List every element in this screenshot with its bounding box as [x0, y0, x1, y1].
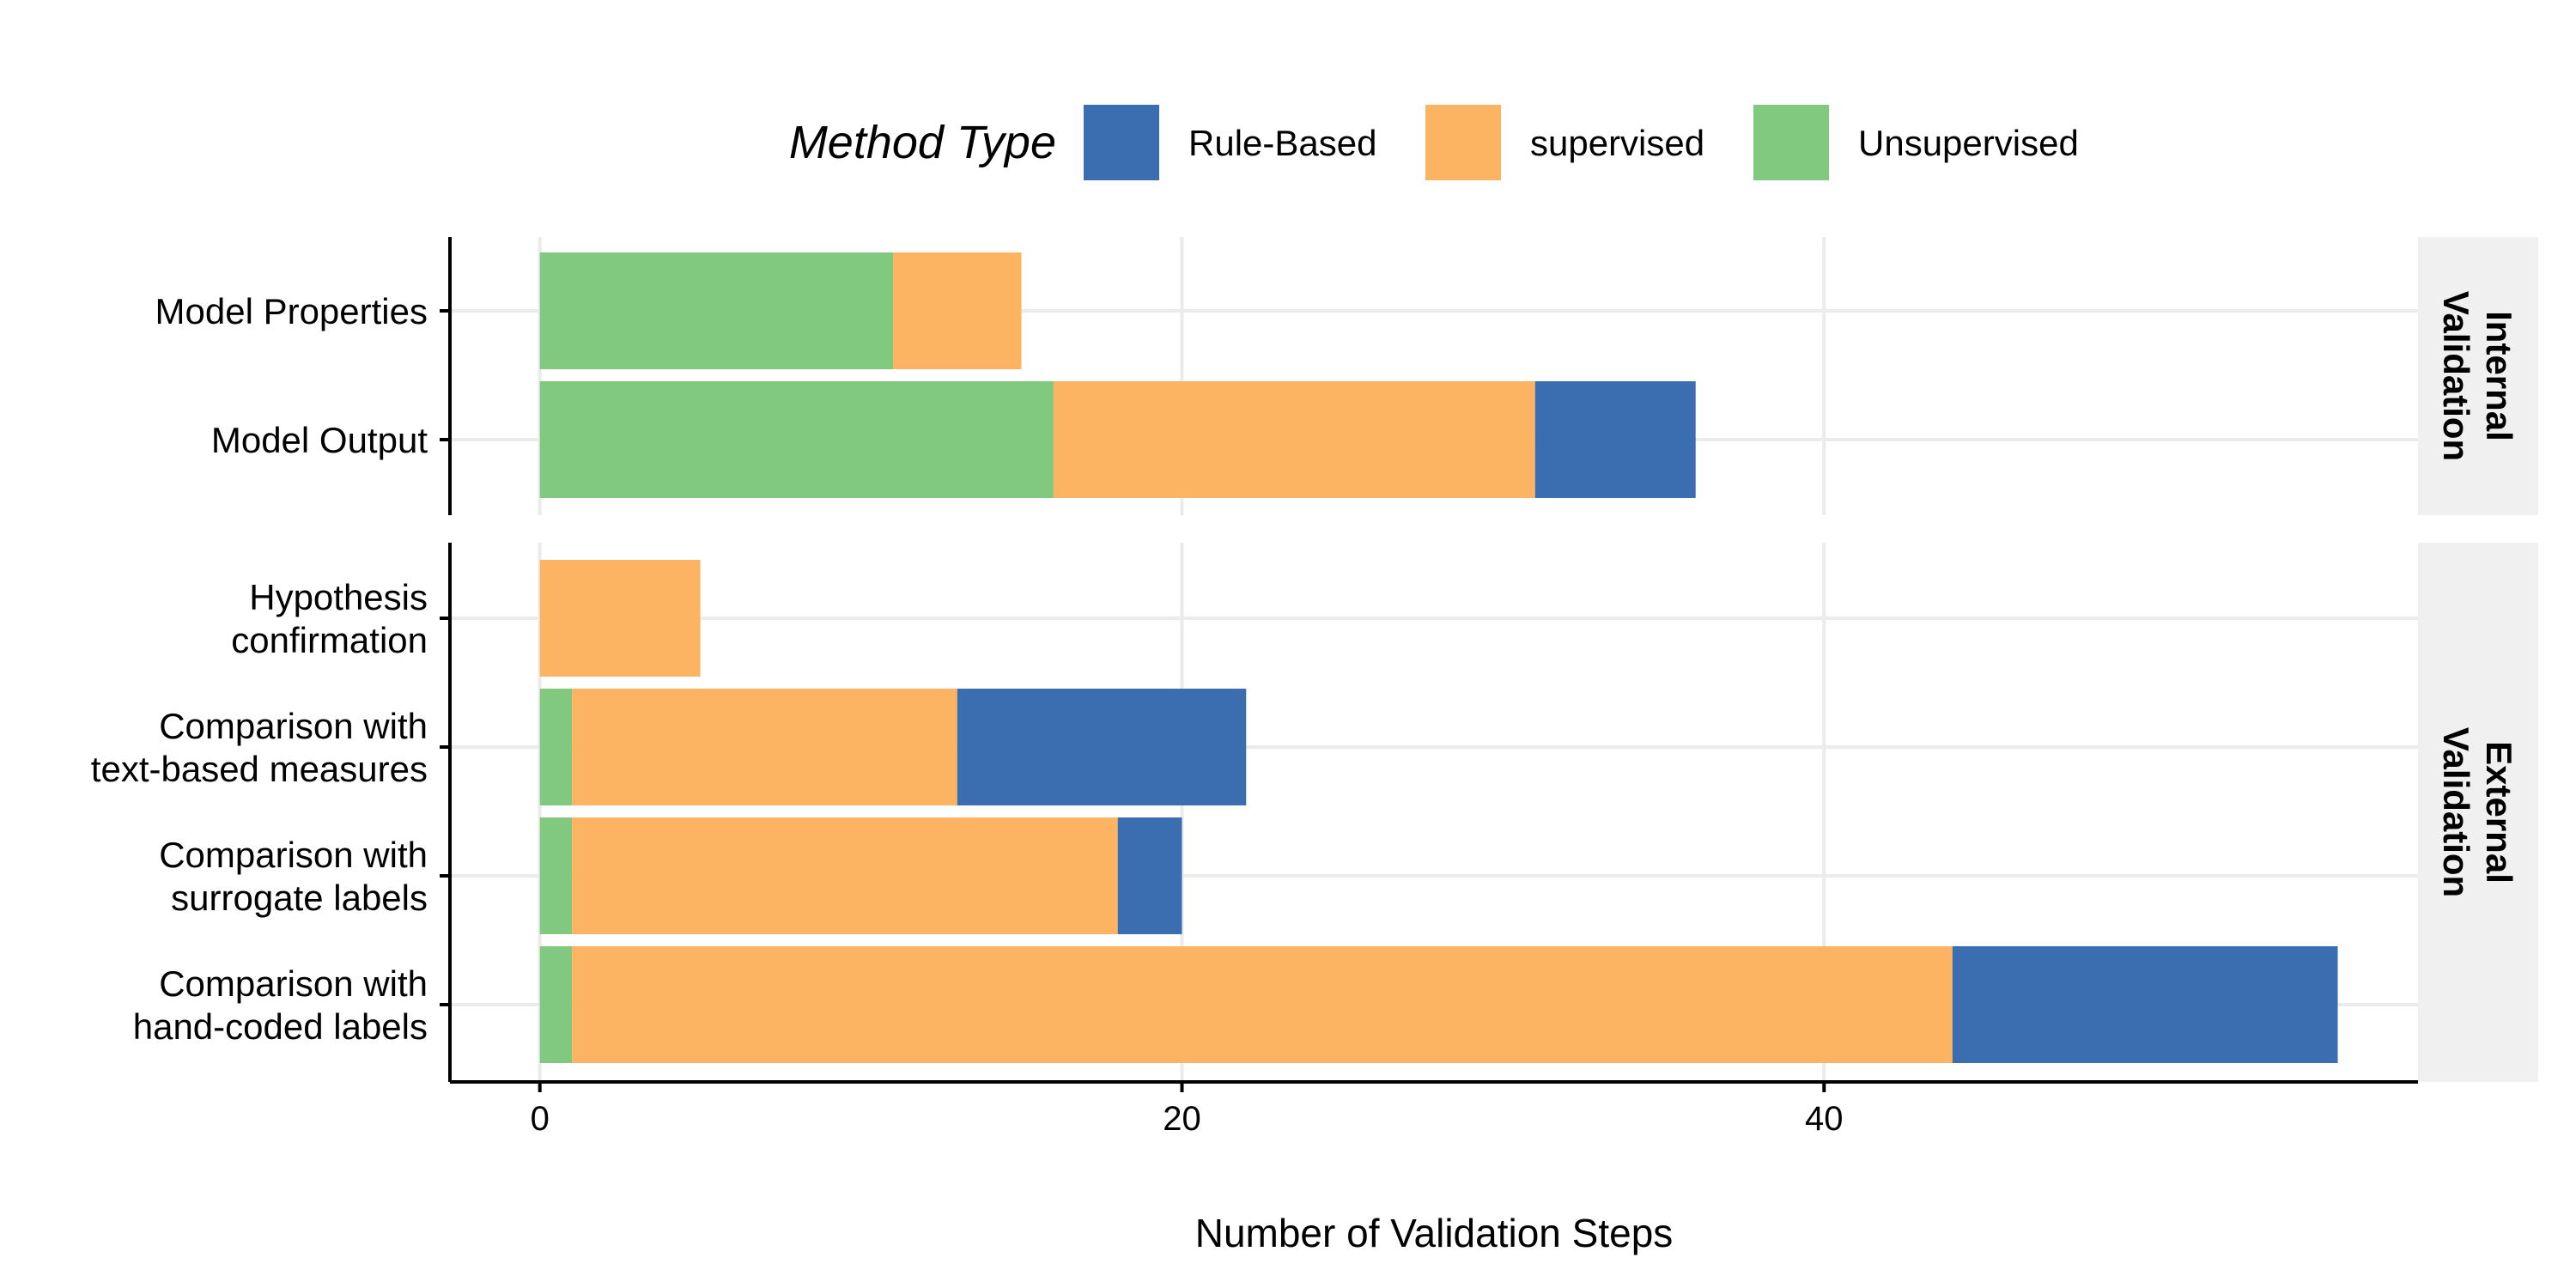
y-tick-label: Comparison with hand-coded labels: [133, 963, 428, 1047]
legend-label-rule-based: Rule-Based: [1188, 123, 1376, 163]
legend-key-supervised: [1425, 105, 1501, 180]
bar-segment-supervised-model-properties: [892, 252, 1022, 369]
legend: Method Type Rule-Based supervised Unsupervi…: [789, 105, 2079, 180]
x-tick-label: 0: [531, 1100, 550, 1138]
bar-segment-unsupervised-comparison-with-surrogate-labels: [539, 817, 573, 934]
bar-segment-supervised-comparison-with-hand-coded-labels: [572, 946, 1953, 1063]
x-axis: 0 20 40 Number of Validation Steps: [450, 1080, 2418, 1255]
chart-panels: Model Properties Model Output InternalVali…: [91, 237, 2538, 1082]
panel-2: Hypothesis confirmation Comparison with tex…: [91, 543, 2538, 1082]
facet-strip-label: ExternalValidation: [2436, 727, 2519, 897]
legend-key-rule-based: [1084, 105, 1159, 180]
facet-strip: [2418, 237, 2538, 515]
bar-segment-rule-based-comparison-with-surrogate-labels: [1117, 817, 1182, 934]
legend-key-unsupervised: [1753, 105, 1829, 180]
bar-segment-rule-based-model-output: [1534, 381, 1696, 498]
bar-segment-rule-based-comparison-with-text-based-measures: [957, 689, 1247, 805]
x-tick-label: 40: [1805, 1100, 1844, 1138]
y-tick-label: Model Properties: [155, 291, 428, 331]
y-tick-label: Model Output: [211, 420, 428, 460]
bar-segment-unsupervised-comparison-with-text-based-measures: [539, 689, 573, 805]
panel-1: Model Properties Model Output InternalVali…: [155, 237, 2538, 515]
bar-segment-unsupervised-comparison-with-hand-coded-labels: [539, 946, 573, 1063]
bar-segment-supervised-hypothesis-confirmation: [539, 560, 701, 677]
y-tick-label: Comparison with text-based measures: [91, 706, 428, 789]
legend-label-unsupervised: Unsupervised: [1858, 123, 2079, 163]
facet-strip-label: InternalValidation: [2436, 291, 2519, 461]
x-axis-title: Number of Validation Steps: [1195, 1211, 1674, 1255]
legend-title: Method Type: [789, 117, 1056, 168]
bar-segment-unsupervised-model-output: [539, 381, 1054, 498]
bar-segment-rule-based-comparison-with-hand-coded-labels: [1952, 946, 2338, 1063]
bar-segment-unsupervised-model-properties: [539, 252, 893, 369]
legend-label-supervised: supervised: [1530, 123, 1704, 163]
bar-segment-supervised-comparison-with-surrogate-labels: [572, 817, 1118, 934]
bar-segment-supervised-comparison-with-text-based-measures: [572, 689, 957, 805]
x-tick-label: 20: [1163, 1100, 1201, 1138]
facet-strip: [2418, 543, 2538, 1082]
y-tick-label: Comparison with surrogate labels: [159, 835, 428, 918]
bar-segment-supervised-model-output: [1053, 381, 1535, 498]
y-tick-label: Hypothesis confirmation: [231, 577, 428, 660]
